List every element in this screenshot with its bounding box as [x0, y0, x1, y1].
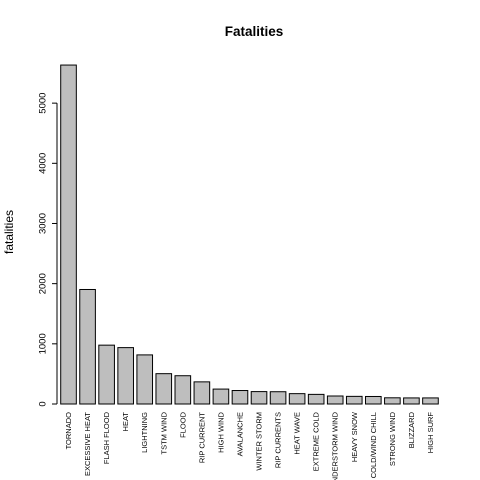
y-tick-label: 4000 — [38, 153, 49, 174]
bar-flood — [174, 375, 192, 405]
bar-heat — [117, 347, 134, 405]
x-tick-label: STRONG WIND — [388, 411, 397, 466]
bar-high-wind — [212, 388, 230, 405]
bar-tornado — [60, 64, 77, 405]
x-tick-label: HEAVY SNOW — [350, 411, 359, 462]
x-tick-label: LIGHTNING — [140, 412, 149, 453]
x-tick-label: FLASH FLOOD — [102, 411, 111, 464]
y-axis: 0 1000 2000 3000 4000 5000 — [38, 93, 58, 407]
bar-high-surf — [422, 397, 439, 405]
x-tick-label: EXCESSIVE HEAT — [83, 412, 92, 476]
y-tick-label: 5000 — [38, 93, 49, 114]
bar-heavy-snow — [345, 395, 363, 405]
bars-group — [60, 64, 439, 405]
bar-lightning — [136, 354, 154, 405]
x-tick-labels: TORNADO EXCESSIVE HEAT FLASH FLOOD HEAT LIGH… — [64, 411, 435, 480]
bar-avalanche — [231, 390, 249, 405]
x-tick-label: HEAT — [121, 412, 130, 432]
bar-extreme-cold — [307, 393, 325, 405]
bar-extreme-cold-wind-chill — [365, 395, 382, 405]
x-tick-label: WINTER STORM — [255, 412, 264, 471]
y-tick-label: 0 — [38, 401, 49, 406]
x-tick-label: RIP CURRENTS — [274, 412, 283, 468]
y-tick-label: 2000 — [38, 273, 49, 294]
bar-heat-wave — [288, 393, 306, 405]
bar-flash-flood — [98, 344, 115, 405]
x-tick-label: HIGH SURF — [426, 412, 435, 454]
y-tick-label: 1000 — [38, 333, 49, 354]
x-tick-label: TSTM WIND — [159, 411, 168, 454]
bar-blizzard — [403, 397, 420, 405]
x-tick-label: RIP CURRENT — [197, 412, 206, 464]
bar-thunderstorm-wind — [326, 395, 344, 405]
x-tick-label: BLIZZARD — [407, 411, 416, 448]
x-tick-label: HEAT WAVE — [293, 412, 302, 455]
x-tick-label: FLOOD — [178, 411, 187, 437]
bar-strong-wind — [384, 397, 401, 405]
bar-winter-storm — [250, 391, 268, 405]
y-tick-label: 3000 — [38, 213, 49, 234]
chart-title: Fatalities — [225, 24, 284, 39]
bar-rip-currents — [269, 391, 287, 405]
x-tick-label: TORNADO — [64, 412, 73, 450]
bar-rip-current — [193, 381, 211, 405]
x-tick-label: EXTREME COLD/WIND CHILL — [369, 412, 378, 480]
bar-excessive-heat — [79, 288, 96, 405]
x-tick-label: THUNDERSTORM WIND — [331, 411, 340, 480]
x-tick-label: AVALANCHE — [235, 412, 244, 456]
x-tick-label: EXTREME COLD — [312, 411, 321, 471]
x-tick-label: HIGH WIND — [216, 411, 225, 452]
bar-tstm-wind — [155, 373, 173, 405]
y-axis-label: fatalities — [2, 210, 16, 254]
